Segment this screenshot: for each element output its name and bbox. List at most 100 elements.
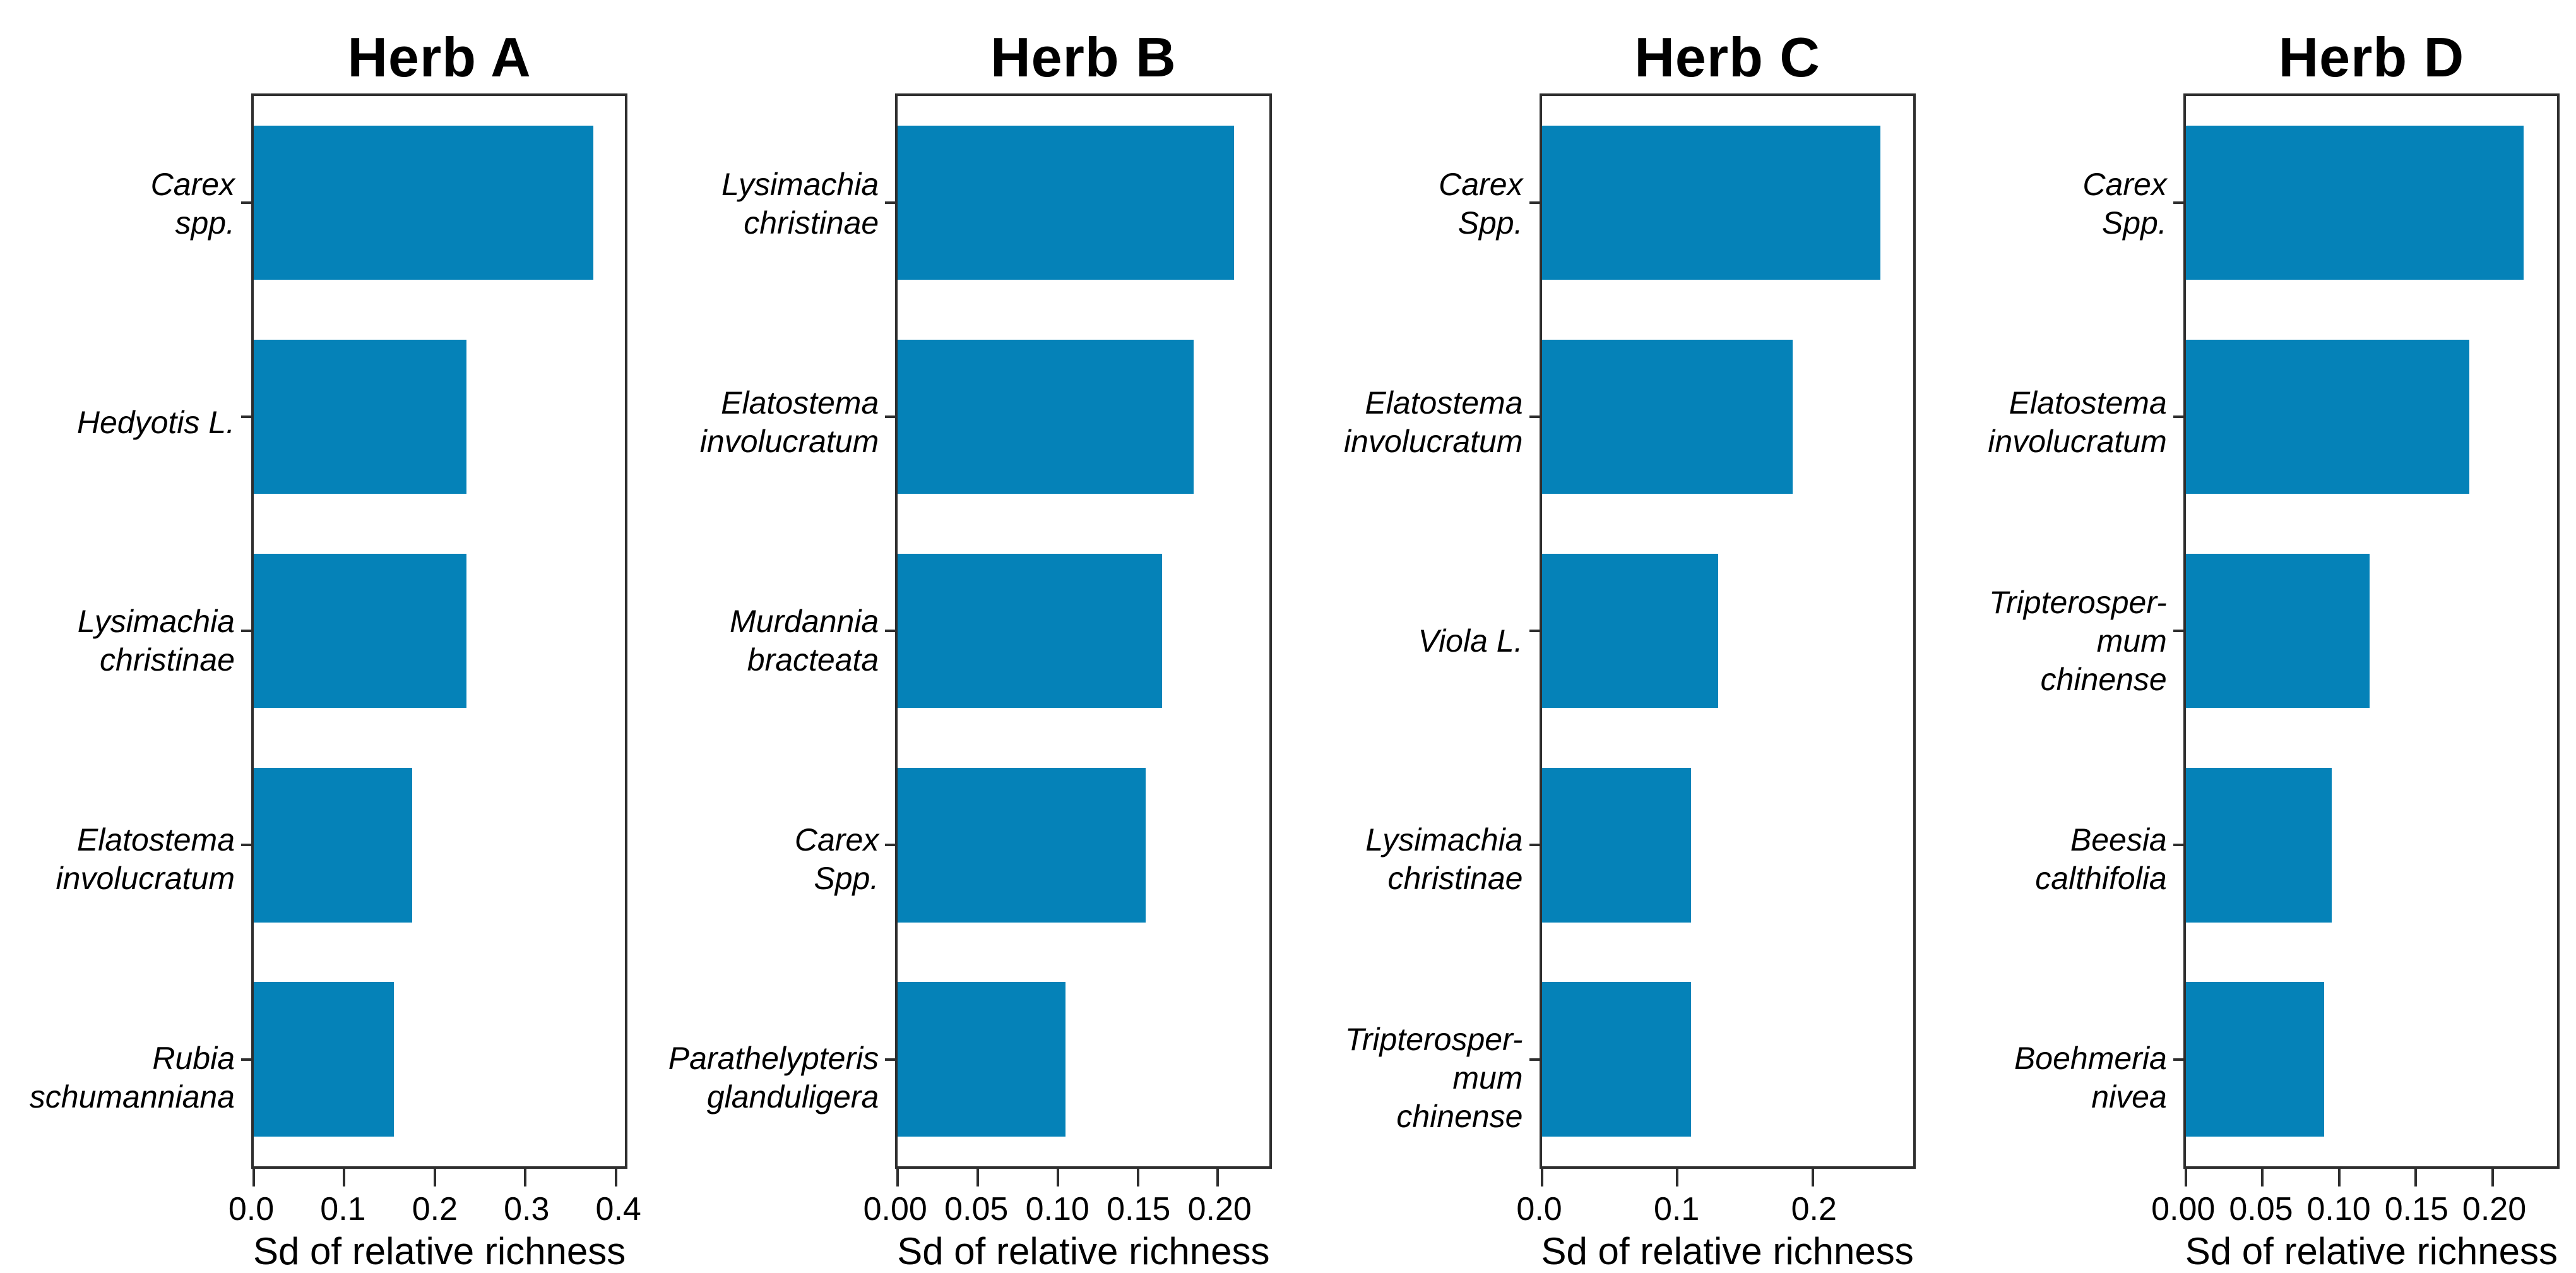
y-tick: [1529, 1058, 1540, 1061]
x-tick: [2184, 1169, 2187, 1187]
y-tick: [885, 201, 896, 205]
bar-herb-b-4: [898, 982, 1066, 1137]
plot-column: Herb B 0.00 0.05 0.10 0.15 0.20 Sd of relative…: [864, 0, 1288, 1273]
y-tick: [1529, 201, 1540, 205]
y-tick: [885, 630, 896, 633]
x-tick-labels: 0.00 0.05 0.10 0.15 0.20: [864, 1190, 1271, 1231]
y-axis-label: Beesia calthifolia: [2035, 822, 2167, 896]
bar-herb-d-3: [2185, 768, 2332, 923]
y-tick: [241, 1058, 251, 1061]
x-tick: [976, 1169, 980, 1187]
x-tick: [1676, 1169, 1679, 1187]
x-tick-labels: 0.00 0.05 0.10 0.15 0.20: [2151, 1190, 2560, 1231]
y-tick: [2173, 630, 2183, 633]
bar-herb-c-0: [1541, 126, 1881, 280]
bar-herb-b-0: [898, 126, 1234, 280]
y-tick: [1529, 415, 1540, 419]
panel-herb-b: Lysimachia christinae Elatostema involucrat…: [644, 0, 1288, 1273]
x-tick: [2414, 1169, 2418, 1187]
y-axis-label: Carex spp.: [150, 167, 235, 241]
bar-herb-d-1: [2185, 340, 2470, 494]
y-tick: [241, 630, 251, 633]
y-axis-label: Lysimachia christinae: [1365, 822, 1523, 896]
y-tick: [2173, 1058, 2183, 1061]
plot-area: [241, 93, 628, 1187]
y-axis-label: Hedyotis L.: [76, 404, 235, 440]
y-tick: [241, 844, 251, 847]
bar-herb-a-0: [254, 126, 594, 280]
y-axis-label: Lysimachia christinae: [721, 167, 879, 241]
bar-herb-b-3: [898, 768, 1146, 923]
bar-herb-d-4: [2185, 982, 2324, 1137]
y-axis-label: Tripterosper-mum chinense: [1344, 1021, 1523, 1134]
y-axis-label: Rubia schumanniana: [29, 1041, 235, 1115]
y-tick: [885, 1058, 896, 1061]
y-axis-label: Carex Spp.: [794, 822, 879, 896]
x-tick: [1811, 1169, 1814, 1187]
bar-herb-c-4: [1541, 982, 1691, 1137]
bar-herb-c-3: [1541, 768, 1691, 923]
x-tick-label: 0.0: [1516, 1191, 1562, 1228]
x-tick-label: 0.0: [228, 1191, 275, 1228]
x-tick-labels: 0.0 0.1 0.2 0.3 0.4: [229, 1190, 641, 1231]
panel-herb-c: Carex Spp. Elatostema involucratum Viola L. L…: [1288, 0, 1932, 1273]
x-tick-label: 0.2: [1791, 1191, 1837, 1228]
y-axis-label: Carex Spp.: [2082, 167, 2167, 241]
x-tick-label: 0.20: [1187, 1191, 1252, 1228]
panel-title: Herb A: [347, 25, 531, 88]
bar-herb-c-2: [1541, 554, 1718, 708]
bar-herb-b-2: [898, 554, 1162, 708]
x-tick: [1136, 1169, 1139, 1187]
x-tick-label: 0.00: [863, 1191, 927, 1228]
x-tick: [343, 1169, 346, 1187]
x-tick: [252, 1169, 255, 1187]
x-tick: [2491, 1169, 2494, 1187]
x-tick-label: 0.00: [2151, 1191, 2216, 1228]
x-tick-label: 0.05: [944, 1191, 1009, 1228]
x-tick-label: 0.15: [2384, 1191, 2448, 1228]
y-tick: [885, 415, 896, 419]
y-axis-label: Carex Spp.: [1439, 167, 1523, 241]
y-axis-label: Viola L.: [1418, 623, 1523, 659]
x-tick-label: 0.3: [504, 1191, 550, 1228]
x-tick: [433, 1169, 436, 1187]
x-tick: [2261, 1169, 2264, 1187]
x-tick: [1216, 1169, 1220, 1187]
x-tick-label: 0.4: [595, 1191, 641, 1228]
plot-column: Herb D 0.00 0.05 0.10 0.15 0.20 Sd of relative…: [2151, 0, 2576, 1273]
x-axis-title: Sd of relative richness: [1541, 1230, 1914, 1272]
y-axis-label: Lysimachia christinae: [77, 604, 235, 678]
panel-herb-d: Carex Spp. Elatostema involucratum Tripteros…: [1932, 0, 2576, 1273]
y-tick: [1529, 630, 1540, 633]
y-tick: [2173, 844, 2183, 847]
x-tick: [1056, 1169, 1059, 1187]
plot-column: Herb A 0.0 0.1 0.2 0.3 0.4 Sd of relative rich…: [229, 0, 644, 1273]
x-tick: [1540, 1169, 1543, 1187]
y-tick: [2173, 415, 2183, 419]
x-tick-label: 0.15: [1107, 1191, 1171, 1228]
y-axis-labels: Carex Spp. Elatostema involucratum Viola L. L…: [1288, 0, 1540, 1187]
bar-herb-a-2: [254, 554, 467, 708]
plot-column: Herb C 0.0 0.1 0.2 Sd of relative richness: [1516, 0, 1932, 1273]
bar-herb-d-2: [2185, 554, 2370, 708]
panel-title: Herb D: [2278, 25, 2465, 88]
x-tick-label: 0.20: [2462, 1191, 2527, 1228]
y-axis-label: Elatostema involucratum: [56, 822, 235, 896]
panel-title: Herb C: [1634, 25, 1820, 88]
x-tick: [614, 1169, 617, 1187]
x-tick-label: 0.10: [1025, 1191, 1089, 1228]
y-tick: [241, 201, 251, 205]
x-tick-label: 0.10: [2306, 1191, 2371, 1228]
y-axis-label: Elatostema involucratum: [1988, 385, 2167, 459]
bar-herb-c-1: [1541, 340, 1793, 494]
y-axis-label: Elatostema involucratum: [1344, 385, 1523, 459]
plot-area: [1529, 93, 1916, 1187]
x-tick: [2337, 1169, 2341, 1187]
y-tick: [2173, 201, 2183, 205]
x-tick: [896, 1169, 899, 1187]
x-tick-label: 0.1: [1653, 1191, 1700, 1228]
x-tick-label: 0.2: [412, 1191, 458, 1228]
y-axis-label: Elatostema involucratum: [699, 385, 879, 459]
y-tick: [885, 844, 896, 847]
x-tick-label: 0.1: [320, 1191, 366, 1228]
